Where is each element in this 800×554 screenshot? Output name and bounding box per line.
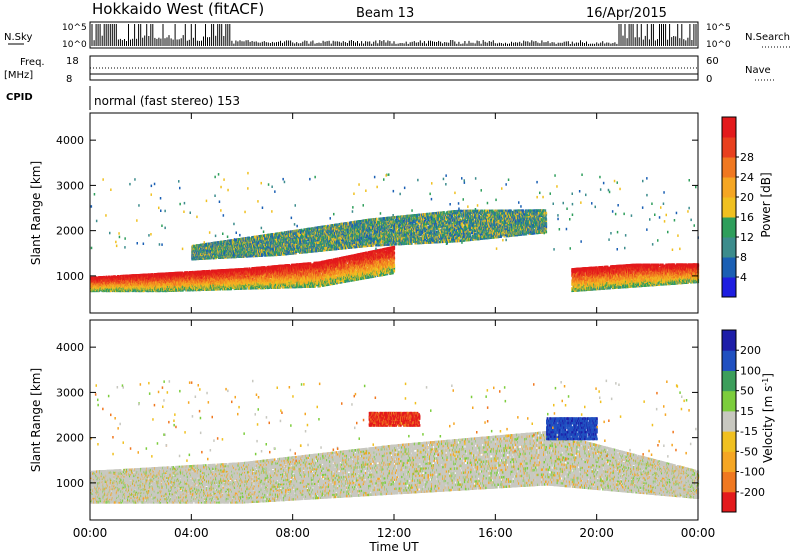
- colorbar-tick: -15: [740, 425, 758, 438]
- colorbar-tick: 24: [740, 171, 754, 184]
- y-tick-label: 2000: [56, 432, 84, 445]
- freq-tick-bottom: 8: [66, 74, 72, 85]
- nsky-tick-top: 10^5: [62, 23, 87, 33]
- colorbar-swatch: [722, 410, 736, 432]
- y-tick-label: 2000: [56, 225, 84, 238]
- y-tick-label: 4000: [56, 134, 84, 147]
- colorbar-swatch: [722, 370, 736, 392]
- colorbar-tick: 100: [740, 364, 761, 377]
- colorbar-tick: -200: [740, 486, 765, 499]
- velocity-colorbar: -200 -100 -50 -15 15 50 100 200: [721, 329, 765, 513]
- nsky-trace: [89, 24, 697, 46]
- x-tick-label: 16:00: [478, 526, 513, 540]
- colorbar-tick: 8: [740, 251, 747, 264]
- x-tick-label: 20:00: [579, 526, 614, 540]
- power-y-label: Slant Range [km]: [29, 161, 43, 265]
- colorbar-tick: -50: [740, 445, 758, 458]
- y-tick-label: 3000: [56, 179, 84, 192]
- colorbar-tick: 12: [740, 231, 754, 244]
- date-label: 16/Apr/2015: [586, 6, 667, 21]
- power-scatter: [90, 171, 700, 293]
- colorbar-swatch: [722, 117, 736, 138]
- colorbar-tick: 16: [740, 211, 754, 224]
- x-axis-label: Time UT: [368, 540, 419, 554]
- nave-tick-top: 60: [706, 56, 719, 67]
- velocity-y-label: Slant Range [km]: [29, 368, 43, 472]
- nsearch-tick-top: 10^5: [706, 23, 731, 33]
- time-axis: 00:00 04:00 08:00 12:00 16:00 20:00 00:00: [73, 113, 716, 540]
- velocity-scatter: [90, 379, 700, 504]
- freq-label: Freq.: [20, 57, 45, 68]
- velocity-colorbar-label-main: Velocity [m s: [761, 386, 775, 463]
- colorbar-swatch: [722, 237, 736, 258]
- nsky-strip: [89, 21, 699, 49]
- nsearch-label: N.Search: [745, 32, 790, 43]
- x-tick-label: 08:00: [275, 526, 310, 540]
- colorbar-swatch: [722, 177, 736, 198]
- velocity-y-axis: 1000 2000 3000 4000: [56, 341, 698, 490]
- colorbar-swatch: [722, 491, 736, 513]
- nsky-tick-bottom: 10^0: [62, 40, 87, 50]
- y-tick-label: 1000: [56, 270, 84, 283]
- freq-tick-top: 18: [66, 56, 79, 67]
- colorbar-swatch: [722, 257, 736, 278]
- colorbar-tick: 4: [740, 271, 747, 284]
- freq-unit: [MHz]: [4, 70, 33, 81]
- colorbar-tick: 50: [740, 385, 754, 398]
- velocity-colorbar-label: Velocity [m s-1]: [761, 373, 775, 463]
- colorbar-tick: 200: [740, 344, 761, 357]
- power-y-axis: 1000 2000 3000 4000: [56, 134, 698, 283]
- colorbar-swatch: [722, 431, 736, 452]
- colorbar-swatch: [722, 217, 736, 238]
- colorbar-swatch: [722, 451, 736, 473]
- x-tick-label: 04:00: [174, 526, 209, 540]
- y-tick-label: 4000: [56, 341, 84, 354]
- x-tick-label: 12:00: [377, 526, 412, 540]
- colorbar-swatch: [722, 390, 736, 412]
- colorbar-tick: -100: [740, 466, 765, 479]
- velocity-colorbar-label-close: ]: [761, 373, 775, 378]
- colorbar-swatch: [722, 277, 736, 298]
- colorbar-swatch: [722, 197, 736, 218]
- colorbar-tick: 15: [740, 405, 754, 418]
- colorbar-swatch: [722, 157, 736, 178]
- y-tick-label: 1000: [56, 477, 84, 490]
- power-colorbar-label: Power [dB]: [759, 172, 773, 237]
- nave-tick-bottom: 0: [706, 74, 712, 85]
- x-tick-label: 00:00: [73, 526, 108, 540]
- nave-label: Nave: [745, 65, 771, 76]
- colorbar-tick: 20: [740, 191, 754, 204]
- colorbar-swatch: [722, 350, 736, 371]
- colorbar-swatch: [722, 137, 736, 158]
- cpid-label: CPID: [6, 92, 33, 103]
- y-tick-label: 3000: [56, 386, 84, 399]
- velocity-colorbar-label-sup: -1: [761, 378, 770, 386]
- beam-label: Beam 13: [356, 6, 414, 21]
- colorbar-swatch: [722, 471, 736, 493]
- x-tick-label: 00:00: [681, 526, 716, 540]
- nsky-label: N.Sky: [4, 32, 32, 43]
- colorbar-swatch: [722, 330, 736, 351]
- cpid-text: normal (fast stereo) 153: [94, 94, 240, 108]
- station-title: Hokkaido West (fitACF): [92, 0, 264, 18]
- colorbar-tick: 28: [740, 151, 754, 164]
- nsearch-tick-bottom: 10^0: [706, 40, 731, 50]
- power-colorbar: 4 8 12 16 20 24 28: [721, 116, 754, 298]
